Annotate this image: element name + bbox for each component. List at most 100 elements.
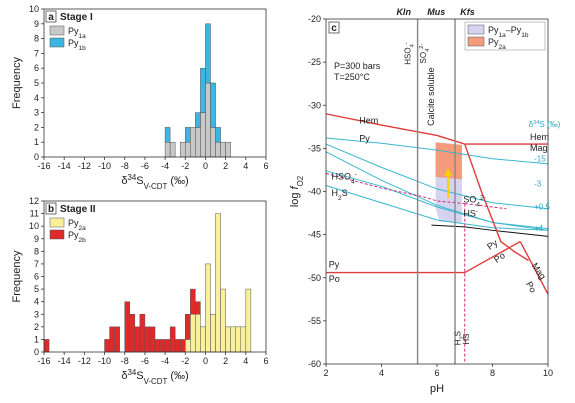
- bar: [159, 339, 166, 353]
- bar: [185, 314, 191, 340]
- series-line: [326, 240, 521, 274]
- y-tick-label: 5: [34, 78, 39, 88]
- x-tick-label: 10: [543, 368, 553, 378]
- legend-label: Py2b: [68, 230, 86, 244]
- x-tick-label: -14: [58, 356, 71, 366]
- x-tick-label: 2: [223, 161, 228, 171]
- bar: [200, 112, 206, 158]
- bar: [225, 326, 231, 353]
- y-tick-label: 0: [34, 152, 39, 162]
- legend-label: Py2a: [68, 218, 86, 232]
- x-tick-label: -8: [121, 356, 129, 366]
- x-tick-label: 6: [263, 161, 268, 171]
- series-line: [325, 170, 549, 230]
- y-tick-label: -45: [308, 230, 321, 240]
- y-tick-label: -25: [308, 57, 321, 67]
- arrow-head: [444, 167, 453, 176]
- y-axis-label: Frequency: [11, 250, 23, 302]
- panel-title: Stage II: [60, 204, 96, 215]
- bar: [43, 339, 50, 353]
- x-axis-label: δ34SV-CDT (‰): [121, 173, 188, 191]
- x-axis-label: δ34SV-CDT (‰): [121, 368, 188, 386]
- y-tick-label: -50: [308, 273, 321, 283]
- y-tick-label: 7: [34, 48, 39, 58]
- x-tick-label: 8: [490, 368, 495, 378]
- y-tick-label: -55: [308, 316, 321, 326]
- y-tick-label: 1: [34, 137, 39, 147]
- bar: [154, 339, 161, 353]
- legend-label: Py1a: [68, 26, 86, 40]
- contour-label: +4: [534, 224, 544, 233]
- bar: [195, 112, 201, 128]
- y-tick-label: -30: [308, 100, 321, 110]
- species-label: H2S: [454, 331, 466, 345]
- bar: [149, 326, 156, 353]
- condition-text: T=250°C: [334, 72, 370, 82]
- contour-label: +0.5: [534, 203, 550, 212]
- y-tick-label: 3: [34, 108, 39, 118]
- bar: [195, 314, 201, 353]
- y-tick-label: 4: [34, 297, 39, 307]
- panel-tag: a: [48, 12, 54, 23]
- series-line: [464, 143, 529, 262]
- x-tick-label: 4: [243, 161, 248, 171]
- condition-text: P=300 bars: [334, 61, 381, 71]
- panel-tag-box: [328, 21, 340, 34]
- legend-swatch: [467, 24, 485, 35]
- y-tick-label: 2: [34, 322, 39, 332]
- bar: [245, 288, 252, 353]
- panel-tag: b: [48, 204, 54, 215]
- x-tick-label: -4: [161, 161, 169, 171]
- bar: [205, 263, 211, 353]
- x-tick-label: 2: [223, 356, 228, 366]
- series-line: [325, 143, 549, 210]
- legend-swatch: [49, 229, 65, 240]
- species-label: HS-: [462, 332, 471, 345]
- series-line: [325, 113, 465, 145]
- annotation: Py: [359, 133, 370, 143]
- y-tick-label: 10: [29, 4, 39, 14]
- bar: [220, 141, 226, 158]
- bar: [144, 326, 151, 353]
- y-tick-label: 8: [34, 34, 39, 44]
- bar: [190, 127, 196, 158]
- x-tick-label: -16: [37, 161, 50, 171]
- bar: [185, 339, 191, 353]
- bar: [190, 314, 196, 353]
- bar: [114, 326, 120, 353]
- panel-tag-box: [45, 202, 57, 215]
- y-tick-label: 9: [34, 234, 39, 244]
- contour-label: -15: [534, 154, 546, 163]
- x-axis-label: pH: [430, 383, 444, 395]
- panel-tag-box: [45, 10, 57, 23]
- annotation: Po: [329, 274, 340, 284]
- bar: [235, 326, 242, 353]
- series-line: [519, 241, 549, 295]
- x-tick-label: -10: [98, 356, 111, 366]
- legend-swatch: [467, 36, 485, 47]
- x-tick-label: -2: [181, 161, 189, 171]
- contour-label: δ34S (‰): [529, 120, 561, 129]
- y-tick-label: 4: [34, 93, 39, 103]
- region-label: Kln: [396, 7, 411, 17]
- y-tick-label: 3: [34, 309, 39, 319]
- y-tick-label: 9: [34, 19, 39, 29]
- annotation: Hem: [359, 115, 378, 125]
- legend-swatch: [49, 37, 65, 48]
- y-axis-label: Frequency: [11, 57, 23, 109]
- y-tick-label: 7: [34, 259, 39, 269]
- x-tick-label: -12: [78, 356, 91, 366]
- y-tick-label: 6: [34, 272, 39, 282]
- x-tick-label: 6: [434, 368, 439, 378]
- bar: [179, 339, 186, 353]
- x-tick-label: -6: [141, 356, 149, 366]
- annotation: Po: [524, 280, 538, 295]
- region-label: Kfs: [460, 7, 475, 17]
- bar: [134, 326, 141, 353]
- series-line: [431, 224, 549, 237]
- species-label: HSO4-: [404, 42, 416, 65]
- annotation: H2S: [332, 188, 348, 202]
- contour-label: -3: [534, 179, 542, 188]
- legend-label: Py1b: [68, 38, 86, 52]
